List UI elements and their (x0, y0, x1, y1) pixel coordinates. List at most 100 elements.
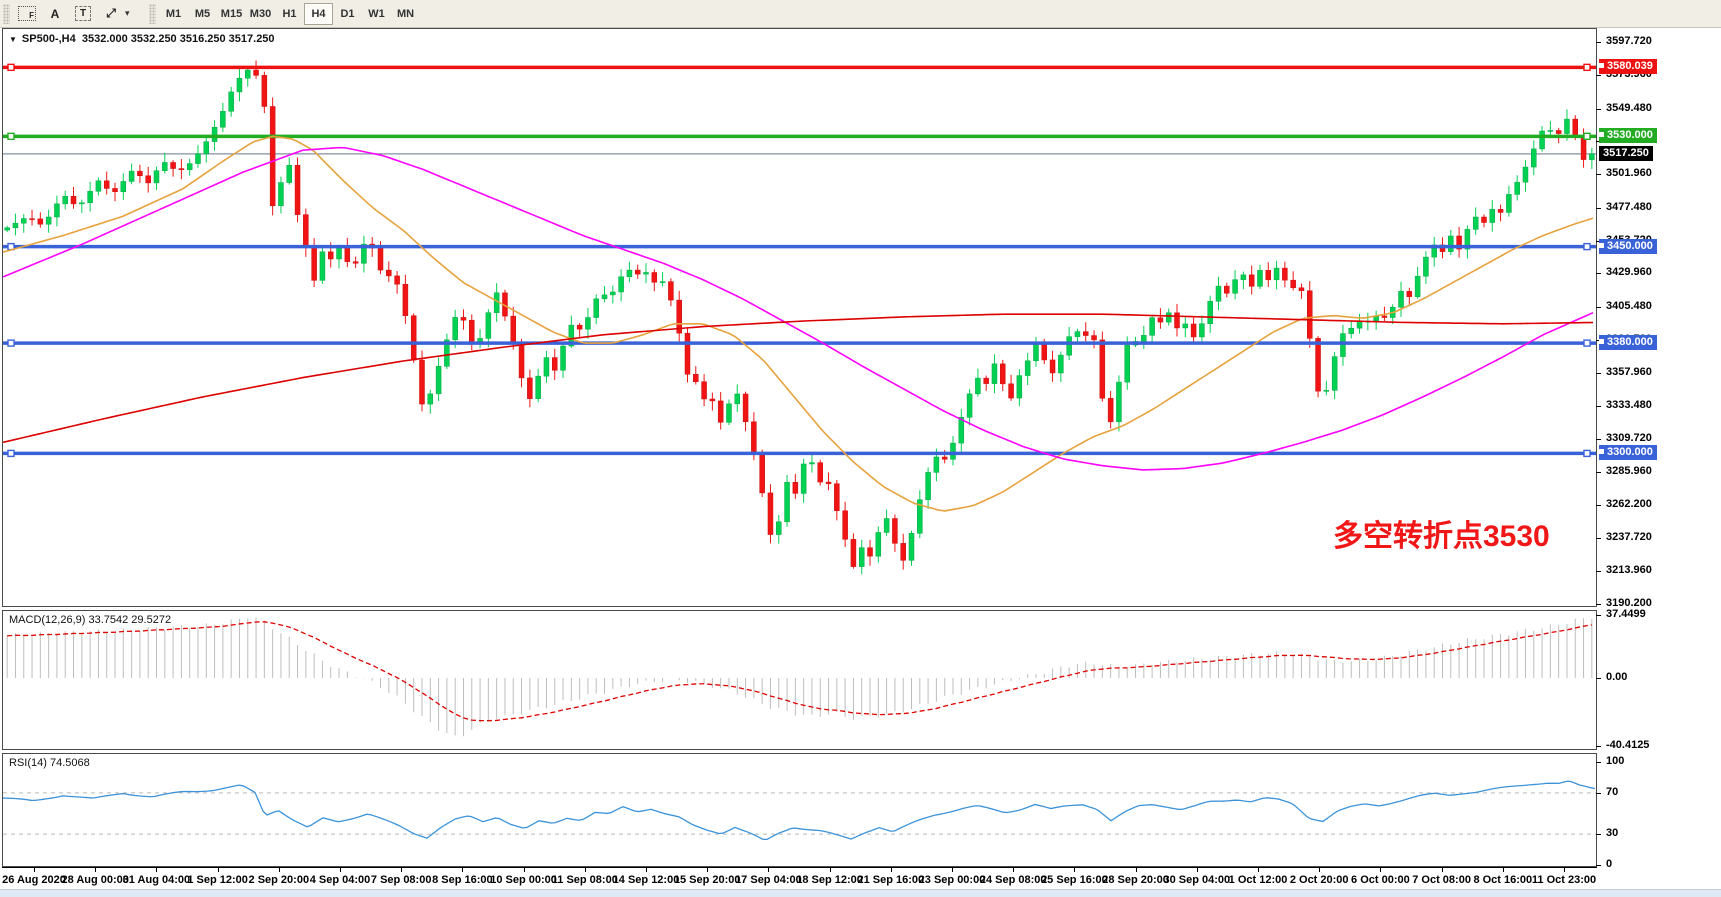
axis-tick (1596, 174, 1601, 175)
date-label: 17 Sep 04:00 (735, 874, 802, 886)
date-tick (278, 868, 280, 872)
text-box-icon[interactable]: T (70, 2, 96, 26)
price-tick-label: 3477.480 (1606, 200, 1652, 213)
crosshair-arrows-icon-glyph: ⤢ (106, 6, 116, 20)
axis-tick (1596, 504, 1601, 506)
axis-tick (1596, 42, 1601, 43)
price-tick-label: 3501.960 (1606, 167, 1652, 179)
price-tick-label: 3309.720 (1606, 432, 1652, 444)
date-label: 2 Sep 20:00 (248, 874, 310, 886)
ma-slow-red (3, 313, 1594, 444)
rsi-tick-label: 100 (1606, 755, 1625, 767)
font-a-icon[interactable]: A (42, 2, 68, 26)
macd-tick-label: -40.4125 (1606, 738, 1650, 751)
date-label: 28 Aug 00:00 (61, 874, 129, 886)
price-axis[interactable]: 3597.7203573.9603549.4803525.7203501.960… (1596, 28, 1721, 870)
date-tick (217, 868, 219, 872)
timeframe-toolbar-grip[interactable] (149, 3, 156, 24)
timeframe-button-m30[interactable]: M30 (249, 7, 272, 20)
rsi-tick-label: 30 (1606, 827, 1619, 840)
timeframe-button-h1[interactable]: H1 (282, 7, 297, 20)
text-box-icon-glyph: T (75, 6, 91, 21)
date-tick (340, 868, 341, 872)
axis-tick (1596, 108, 1601, 110)
axis-tick (1596, 141, 1601, 143)
current-price-badge: 3517.250 (1599, 145, 1653, 161)
date-label: 4 Sep 04:00 (309, 874, 371, 886)
axis-tick (1596, 439, 1601, 440)
price-tick-label: 3213.960 (1606, 564, 1652, 576)
date-label: 2 Oct 20:00 (1289, 874, 1349, 886)
symbol-label: SP500-,H4 (21, 33, 76, 45)
axis-tick (1596, 762, 1601, 763)
ma-mid-magenta (3, 146, 1594, 471)
axis-tick (1596, 571, 1601, 572)
toolbar: F A T ⤢ ▾ M1 M5 M15 M30 H1 H4 D1 W1 MN (0, 0, 1721, 28)
date-tick (34, 868, 35, 872)
date-tick (829, 868, 831, 872)
chart-text-annotation: 多空转折点3530 (1333, 520, 1550, 553)
date-label: 25 Sep 16:00 (1041, 874, 1108, 886)
date-tick (952, 868, 953, 872)
date-tick (1074, 868, 1076, 872)
date-label: 23 Sep 00:00 (918, 874, 986, 886)
level-price-badge: 3450.000 (1599, 238, 1657, 254)
date-tick (768, 868, 770, 872)
timeframe-group: M1 M5 M15 M30 H1 H4 D1 W1 MN (159, 2, 420, 25)
date-tick (523, 868, 525, 872)
timeframe-button-m5[interactable]: M5 (194, 7, 211, 20)
level-price-badge: 3530.000 (1599, 128, 1657, 144)
macd-panel[interactable]: MACD(12,26,9) 33.7542 29.5272 (2, 610, 1597, 750)
macd-chart[interactable] (3, 611, 1596, 749)
axis-tick (1596, 74, 1601, 76)
axis-tick (1596, 538, 1601, 540)
date-tick (1013, 868, 1015, 872)
axis-tick (1596, 834, 1601, 836)
date-tick (1380, 868, 1382, 872)
axis-tick (1596, 273, 1601, 275)
rsi-chart[interactable] (3, 754, 1596, 866)
date-tick (890, 868, 892, 872)
axis-tick (1596, 406, 1601, 408)
date-label: 30 Sep 04:00 (1163, 874, 1231, 886)
axis-tick (1596, 372, 1601, 374)
macd-values: 33.7542 29.5272 (88, 614, 172, 626)
price-tick-label: 3333.480 (1606, 399, 1652, 412)
timeframe-button-d1[interactable]: D1 (340, 7, 355, 20)
price-tick-label: 3285.960 (1606, 464, 1652, 477)
price-tick-label: 3190.200 (1606, 596, 1652, 609)
level-anchor-icon (1599, 63, 1604, 69)
collapse-caret-icon[interactable]: ▼ (9, 35, 17, 44)
candlestick-chart[interactable] (3, 29, 1596, 606)
date-label: 7 Oct 08:00 (1412, 874, 1471, 886)
toolbar-grip[interactable] (3, 3, 10, 24)
timeframe-button-w1[interactable]: W1 (368, 7, 385, 20)
macd-name: MACD(12,26,9) (9, 614, 86, 626)
grid-f-icon-glyph: F (18, 6, 36, 21)
level-anchor-icon (1599, 132, 1604, 138)
axis-tick (1596, 240, 1601, 242)
timeframe-button-m1[interactable]: M1 (165, 7, 182, 20)
rsi-panel[interactable]: RSI(14) 74.5068 (2, 753, 1597, 867)
date-label: 21 Sep 16:00 (857, 874, 925, 886)
level-price-badge: 3580.039 (1599, 59, 1657, 75)
date-tick (707, 868, 709, 872)
macd-label: MACD(12,26,9) 33.7542 29.5272 (9, 614, 171, 626)
timeframe-button-h4[interactable]: H4 (304, 2, 333, 25)
dropdown-caret-icon[interactable]: ▾ (125, 8, 130, 18)
timeframe-button-m15[interactable]: M15 (220, 7, 243, 20)
date-label: 24 Sep 08:00 (979, 874, 1047, 886)
date-axis[interactable]: 26 Aug 2020 28 Aug 00:00 31 Aug 04:00 1 Sep… (2, 867, 1597, 889)
grid-f-icon[interactable]: F (14, 2, 40, 26)
date-tick (1502, 868, 1504, 872)
date-label: 7 Sep 08:00 (370, 874, 432, 886)
timeframe-button-mn[interactable]: MN (396, 7, 415, 20)
date-tick (1196, 868, 1198, 872)
rsi-tick-label: 70 (1606, 785, 1619, 798)
crosshair-arrows-icon[interactable]: ⤢ (98, 2, 124, 26)
macd-tick-label: 37.4499 (1606, 608, 1646, 621)
level-anchor-icon (1599, 242, 1604, 248)
main-chart-panel[interactable]: ▼ SP500-,H4 3532.000 3532.250 3516.250 35… (2, 28, 1597, 607)
date-tick (95, 868, 97, 872)
drawing-tools-group: F A T ⤢ ▾ (13, 2, 135, 26)
